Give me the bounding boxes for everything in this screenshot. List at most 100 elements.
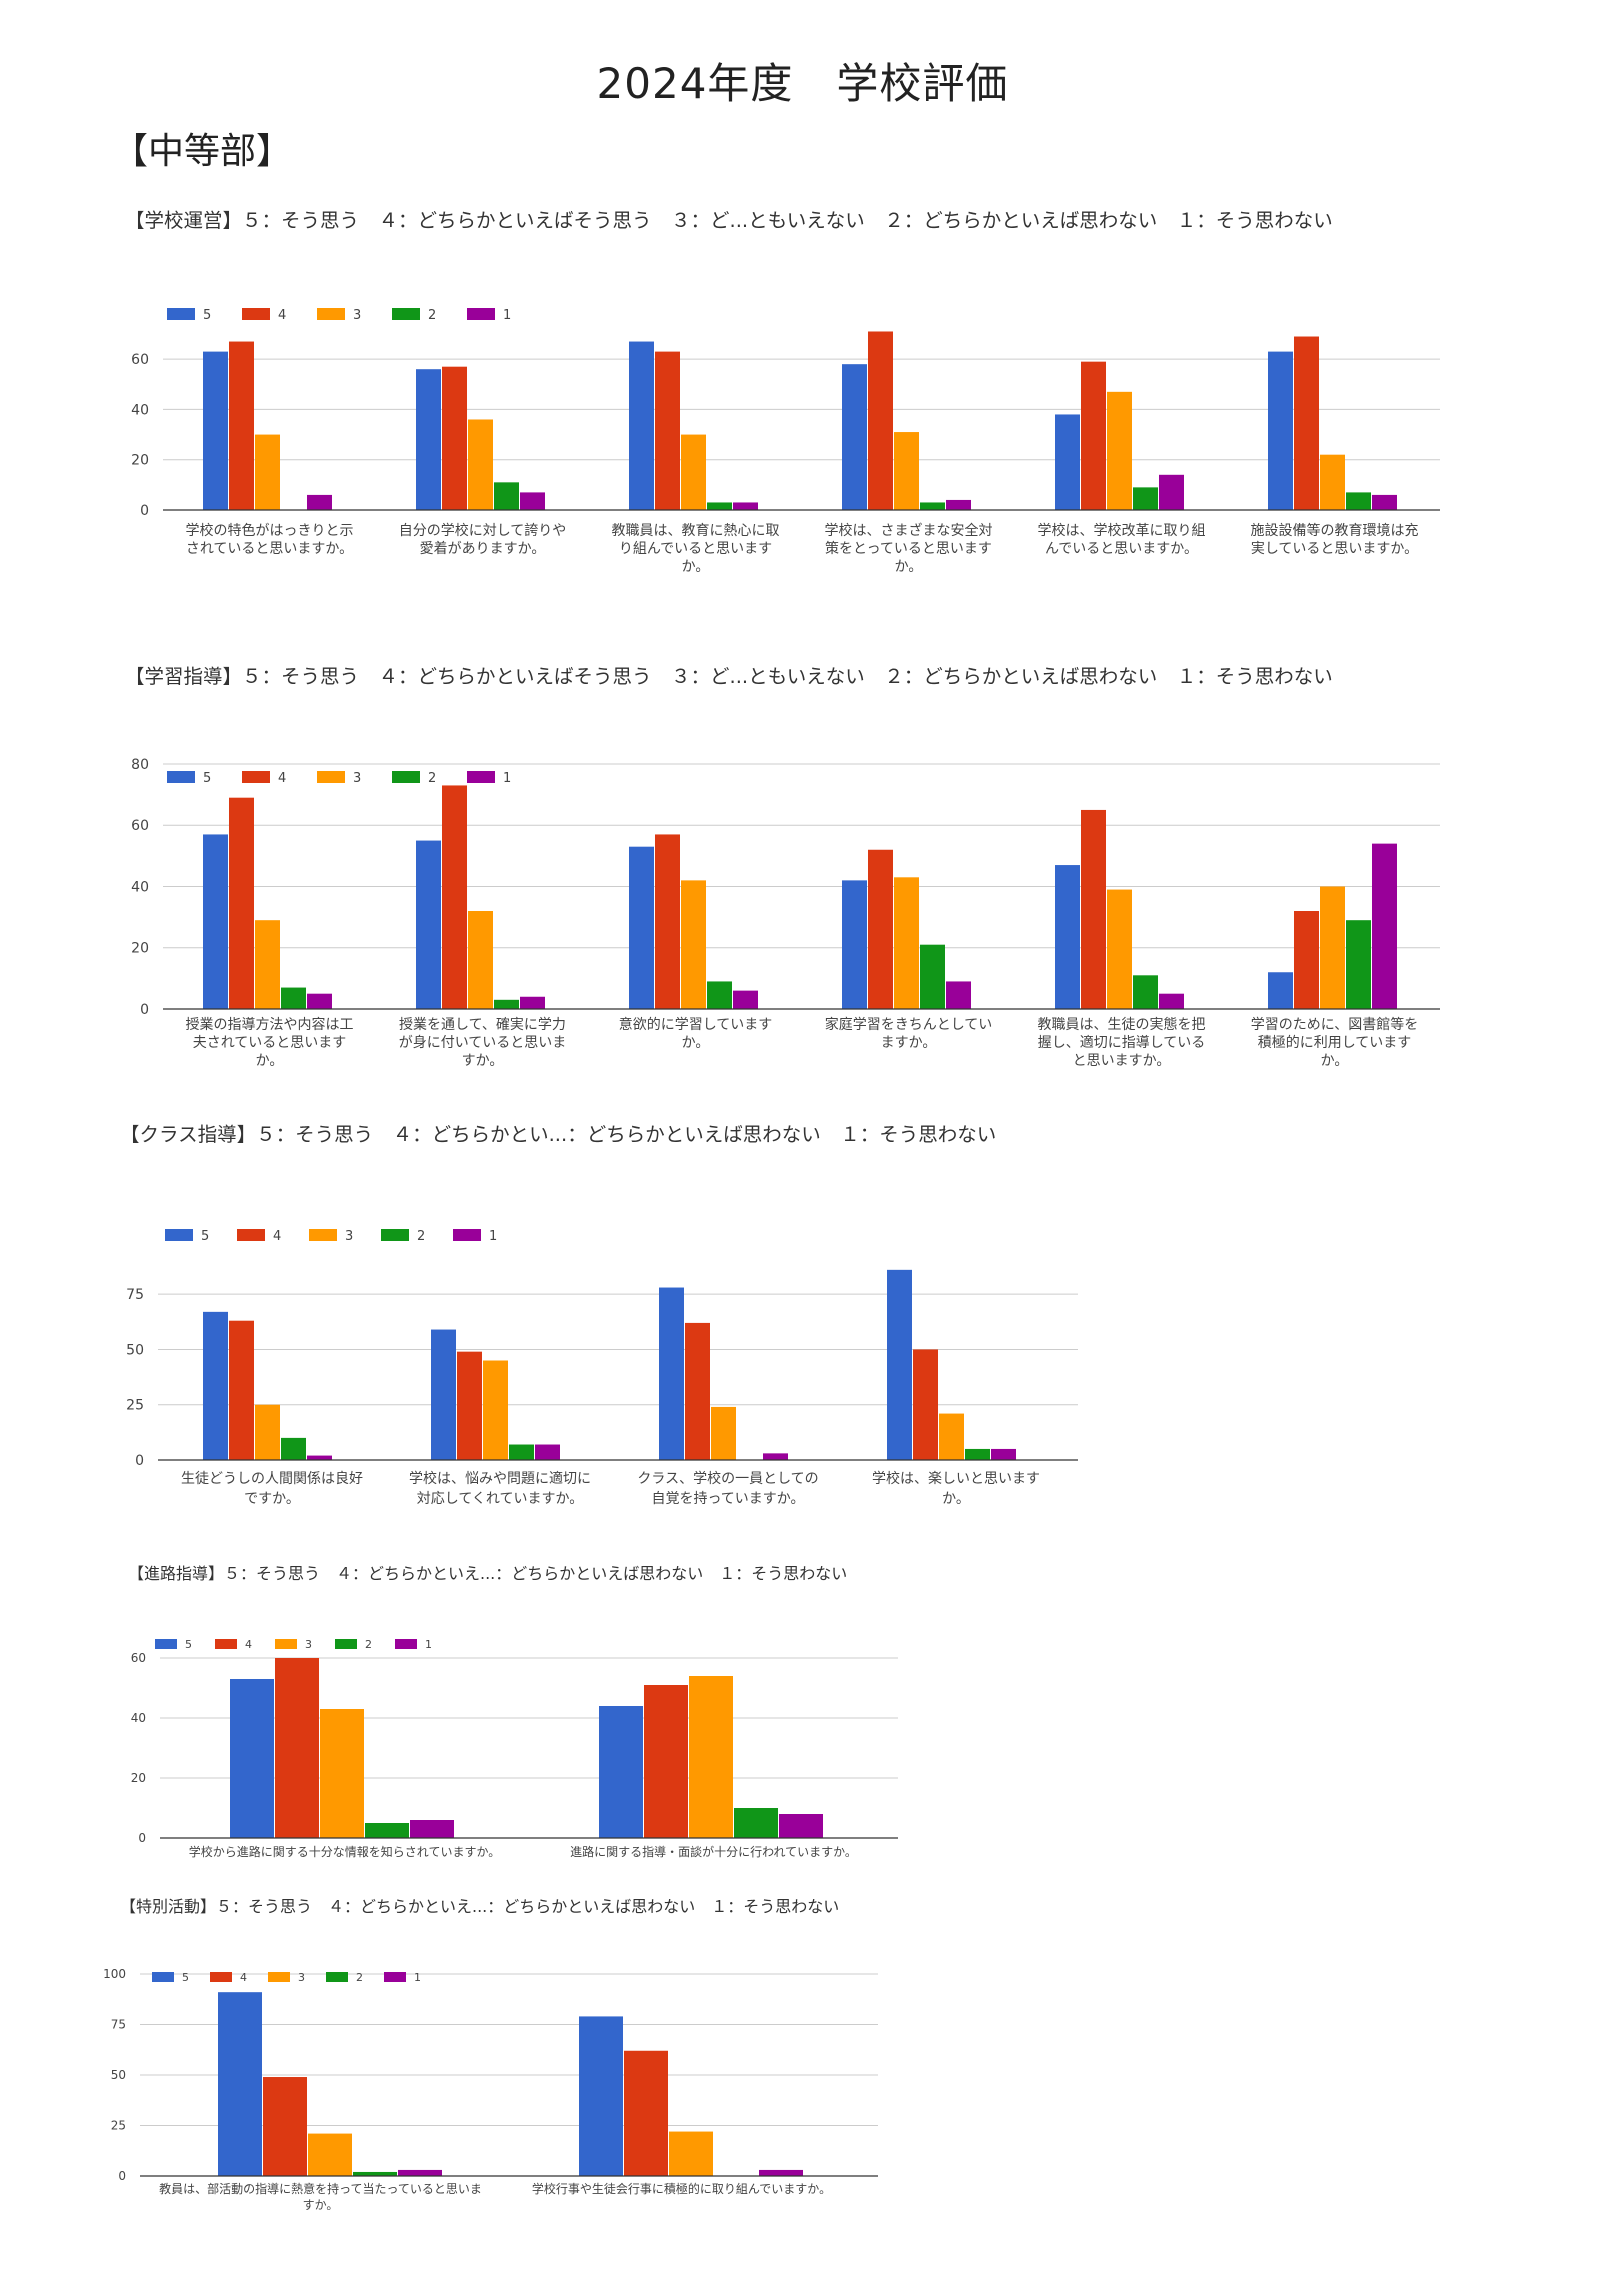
category-label: か。 xyxy=(682,559,710,575)
category-label: 教員は、部活動の指導に熱意を持って当たっていると思いま xyxy=(159,2181,482,2196)
legend-label-5: 5 xyxy=(185,1638,192,1651)
category-label: り組んでいると思います xyxy=(619,541,772,557)
bar-2-cat-2 xyxy=(734,1808,778,1838)
legend-swatch-1 xyxy=(384,1972,406,1982)
bar-1-cat-3 xyxy=(763,1453,788,1460)
bar-1-cat-1 xyxy=(307,494,332,510)
bar-3-cat-5 xyxy=(1107,889,1132,1009)
y-tick-label: 20 xyxy=(131,1771,146,1785)
category-label: 授業の指導方法や内容は工 xyxy=(186,1016,354,1033)
y-tick-label: 25 xyxy=(111,2119,126,2133)
legend-label-4: 4 xyxy=(245,1638,252,1651)
legend-swatch-4 xyxy=(242,308,270,320)
bar-3-cat-1 xyxy=(255,1404,280,1460)
y-tick-label: 0 xyxy=(118,2169,126,2183)
chart-svg: 0 20 40 60 5 4 3 2 1 学校から進路に関する十分な情報を知らされていますか。 進路… xyxy=(131,1638,898,1859)
chart-special-activities: 【特別活動】５：そう思う ４：どちらかといえ...：どちらかといえば思わない １… xyxy=(103,1893,900,2233)
y-tick-label: 80 xyxy=(131,757,149,773)
chart-learning-guidance: 【学習指導】５：そう思う ４：どちらかといえばそう思う ３：ど...ともいえない… xyxy=(125,660,1455,1080)
legend-label-3: 3 xyxy=(353,771,361,786)
category-label: 生徒どうしの人間関係は良好 xyxy=(181,1471,363,1487)
legend-swatch-5 xyxy=(165,1229,193,1241)
bar-5-cat-1 xyxy=(218,1992,262,2176)
category-label: か。 xyxy=(942,1491,970,1507)
legend-label-2: 2 xyxy=(428,308,436,323)
bar-4-cat-2 xyxy=(442,366,467,510)
bar-4-cat-2 xyxy=(457,1351,482,1460)
category-label: 策をとっていると思います xyxy=(825,540,992,557)
bar-5-cat-2 xyxy=(599,1706,643,1838)
bar-3-cat-1 xyxy=(320,1709,364,1838)
legend-label-5: 5 xyxy=(182,1971,189,1984)
bar-4-cat-6 xyxy=(1294,911,1319,1009)
chart-school-management: 【学校運営】５：そう思う ４：どちらかといえばそう思う ３：ど...ともいえない… xyxy=(125,204,1455,624)
bar-2-cat-5 xyxy=(1133,975,1158,1009)
legend-label-2: 2 xyxy=(428,771,436,786)
bar-1-cat-2 xyxy=(535,1444,560,1460)
category-label: 積極的に利用しています xyxy=(1258,1035,1412,1051)
bar-2-cat-3 xyxy=(707,502,732,510)
y-tick-label: 0 xyxy=(135,1453,144,1469)
y-tick-label: 60 xyxy=(131,818,149,834)
y-tick-label: 20 xyxy=(131,941,149,957)
category-label: 自分の学校に対して誇りや xyxy=(399,522,567,539)
legend-swatch-3 xyxy=(317,771,345,783)
bar-5-cat-6 xyxy=(1268,351,1293,510)
y-tick-label: 50 xyxy=(111,2068,126,2082)
chart-svg: 0 25 50 75 100 5 4 3 2 1 教員は、部活動の指導に熱意を持って当たっていると思… xyxy=(103,1967,878,2212)
category-label: 教職員は、生徒の実態を把 xyxy=(1038,1017,1206,1033)
category-label: 学校は、悩みや問題に適切に xyxy=(409,1470,591,1487)
bar-2-cat-4 xyxy=(965,1448,990,1460)
chart-class-guidance: 【クラス指導】５：そう思う ４：どちらかとい...：どちらかといえば思わない １… xyxy=(120,1118,1090,1538)
bar-4-cat-3 xyxy=(685,1322,710,1460)
y-tick-label: 20 xyxy=(131,453,149,469)
bar-5-cat-1 xyxy=(230,1679,274,1838)
bar-1-cat-2 xyxy=(520,996,545,1009)
category-label: 意欲的に学習しています xyxy=(619,1016,773,1033)
bar-3-cat-2 xyxy=(689,1676,733,1838)
legend-label-4: 4 xyxy=(278,308,286,323)
bar-4-cat-4 xyxy=(868,331,893,510)
bar-4-cat-6 xyxy=(1294,336,1319,510)
bar-1-cat-6 xyxy=(1372,494,1397,510)
legend-swatch-5 xyxy=(155,1639,177,1649)
category-label: 自覚を持っていますか。 xyxy=(651,1491,804,1507)
legend-swatch-4 xyxy=(215,1639,237,1649)
category-label: 進路に関する指導・面談が十分に行われていますか。 xyxy=(570,1844,857,1859)
bar-2-cat-1 xyxy=(353,2171,397,2176)
category-label: 実していると思いますか。 xyxy=(1251,541,1418,557)
y-tick-label: 100 xyxy=(103,1967,126,1981)
legend-label-5: 5 xyxy=(203,771,211,786)
legend-label-1: 1 xyxy=(503,771,511,786)
legend-swatch-3 xyxy=(309,1229,337,1241)
bar-3-cat-2 xyxy=(468,911,493,1009)
legend-swatch-4 xyxy=(210,1972,232,1982)
bar-4-cat-1 xyxy=(263,2077,307,2176)
y-tick-label: 25 xyxy=(126,1398,144,1414)
legend-label-1: 1 xyxy=(489,1229,497,1244)
bar-5-cat-2 xyxy=(431,1329,456,1460)
bar-2-cat-1 xyxy=(281,987,306,1009)
bar-5-cat-3 xyxy=(629,341,654,510)
bar-5-cat-4 xyxy=(842,364,867,510)
category-label: 学校は、学校改革に取り組 xyxy=(1038,522,1206,539)
category-label: 学校は、さまざまな安全対 xyxy=(825,522,993,539)
legend-swatch-2 xyxy=(392,308,420,320)
category-label: が身に付いていると思いま xyxy=(399,1035,567,1051)
bar-2-cat-2 xyxy=(494,482,519,510)
y-tick-label: 40 xyxy=(131,1711,146,1725)
category-label: 学習のために、図書館等を xyxy=(1251,1016,1419,1033)
bar-4-cat-5 xyxy=(1081,361,1106,510)
legend-label-3: 3 xyxy=(305,1638,312,1651)
bar-2-cat-4 xyxy=(920,502,945,510)
bar-2-cat-5 xyxy=(1133,487,1158,510)
bar-5-cat-1 xyxy=(203,834,228,1009)
bar-5-cat-4 xyxy=(887,1269,912,1460)
category-label: か。 xyxy=(1321,1053,1349,1069)
y-tick-label: 0 xyxy=(140,503,149,519)
bar-3-cat-2 xyxy=(483,1360,508,1460)
bar-3-cat-5 xyxy=(1107,391,1132,510)
legend-swatch-5 xyxy=(152,1972,174,1982)
